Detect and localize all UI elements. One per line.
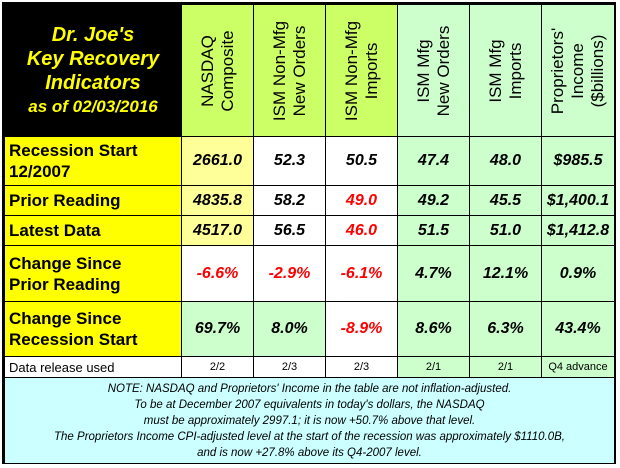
- row-label-prior-reading: Prior Reading: [4, 185, 182, 216]
- column-header-line: Imports: [361, 42, 381, 99]
- footnote: NOTE: NASDAQ and Proprietors' Income in …: [4, 377, 615, 464]
- table-row: Recession Start 12/2007 2661.0 52.3 50.5…: [4, 136, 615, 186]
- table-cell: 49.0: [325, 185, 398, 216]
- table-row: Prior Reading 4835.8 58.2 49.0 49.2 45.5…: [4, 185, 615, 216]
- title-line-2: Key Recovery: [26, 47, 160, 70]
- column-header-ism-nonmfg-imports: ISM Non-Mfg Imports: [325, 4, 398, 137]
- header-row: Dr. Joe's Key Recovery Indicators as of …: [4, 4, 615, 137]
- table-cell: 56.5: [253, 215, 326, 246]
- note-row: NOTE: NASDAQ and Proprietors' Income in …: [4, 377, 615, 464]
- row-label-change-since-recession: Change Since Recession Start: [4, 301, 182, 357]
- table-cell: 4.7%: [397, 245, 470, 302]
- footnote-line: and is now +27.8% above its Q4-2007 leve…: [197, 446, 422, 459]
- title-line-3: Indicators: [45, 71, 141, 94]
- title-line-1: Dr. Joe's: [51, 23, 135, 46]
- column-header-ism-nonmfg-new-orders: ISM Non-Mfg New Orders: [253, 4, 326, 137]
- table-cell: -2.9%: [253, 245, 326, 302]
- column-header-line: ISM Mfg: [485, 38, 505, 103]
- table-cell: 51.0: [469, 215, 542, 246]
- table-cell: -8.9%: [325, 301, 398, 357]
- table-cell: 4835.8: [181, 185, 254, 216]
- table-title: Dr. Joe's Key Recovery Indicators as of …: [4, 4, 182, 137]
- table-cell: 51.5: [397, 215, 470, 246]
- column-header-line: Income: [568, 42, 587, 99]
- table-cell: $1,412.8: [541, 215, 615, 246]
- recovery-indicators-table-frame: Dr. Joe's Key Recovery Indicators as of …: [2, 2, 616, 464]
- release-cell: 2/1: [469, 356, 542, 378]
- column-header-line: Proprietors': [548, 27, 567, 114]
- table-cell: $985.5: [541, 136, 615, 186]
- column-header-line: NASDAQ: [197, 34, 217, 107]
- table-cell: 69.7%: [181, 301, 254, 357]
- footnote-line: NOTE: NASDAQ and Proprietors' Income in …: [107, 382, 512, 395]
- column-header-line: ($billions): [588, 34, 607, 107]
- table-cell: 43.4%: [541, 301, 615, 357]
- table-cell: 58.2: [253, 185, 326, 216]
- row-label-line: Recession Start: [9, 141, 138, 160]
- release-cell: Q4 advance: [541, 356, 615, 378]
- release-cell: 2/1: [397, 356, 470, 378]
- row-label-line: Prior Reading: [9, 274, 121, 294]
- recovery-indicators-table: Dr. Joe's Key Recovery Indicators as of …: [4, 4, 615, 464]
- table-cell: 4517.0: [181, 215, 254, 246]
- row-label-line: Change Since: [9, 253, 122, 273]
- table-cell: 49.2: [397, 185, 470, 216]
- table-cell: 2661.0: [181, 136, 254, 186]
- table-cell: 6.3%: [469, 301, 542, 357]
- table-cell: 8.6%: [397, 301, 470, 357]
- table-cell: 12.1%: [469, 245, 542, 302]
- table-cell: 52.3: [253, 136, 326, 186]
- release-label: Data release used: [4, 356, 182, 378]
- table-row: Change Since Recession Start 69.7% 8.0% …: [4, 301, 615, 357]
- row-label-line: Prior Reading: [9, 191, 121, 210]
- column-header-ism-mfg-new-orders: ISM Mfg New Orders: [397, 4, 470, 137]
- column-header-ism-mfg-imports: ISM Mfg Imports: [469, 4, 542, 137]
- table-cell: 0.9%: [541, 245, 615, 302]
- table-cell: 48.0: [469, 136, 542, 186]
- row-label-line: Latest Data: [9, 221, 101, 240]
- release-cell: 2/2: [181, 356, 254, 378]
- row-label-line: Change Since: [9, 309, 122, 328]
- footnote-line: The Proprietors Income CPI-adjusted leve…: [54, 430, 565, 443]
- table-cell: 8.0%: [253, 301, 326, 357]
- column-header-proprietors-income: Proprietors' Income ($billions): [541, 4, 615, 137]
- row-label-latest-data: Latest Data: [4, 215, 182, 246]
- release-cell: 2/3: [253, 356, 326, 378]
- release-cell: 2/3: [325, 356, 398, 378]
- footnote-line: must be approximately 2997.1; it is now …: [143, 414, 476, 427]
- table-row: Change Since Prior Reading -6.6% -2.9% -…: [4, 245, 615, 302]
- row-label-recession-start: Recession Start 12/2007: [4, 136, 182, 186]
- table-cell: $1,400.1: [541, 185, 615, 216]
- column-header-line: ISM Mfg: [413, 38, 433, 103]
- column-header-line: New Orders: [289, 25, 309, 116]
- table-cell: 50.5: [325, 136, 398, 186]
- table-cell: 45.5: [469, 185, 542, 216]
- table-row: Latest Data 4517.0 56.5 46.0 51.5 51.0 $…: [4, 215, 615, 246]
- column-header-line: ISM Non-Mfg: [269, 20, 289, 121]
- title-line-4: as of 02/03/2016: [28, 96, 158, 116]
- release-row: Data release used 2/2 2/3 2/3 2/1 2/1 Q4…: [4, 356, 615, 378]
- column-header-line: ISM Non-Mfg: [341, 20, 361, 121]
- table-cell: -6.1%: [325, 245, 398, 302]
- table-cell: 46.0: [325, 215, 398, 246]
- row-label-change-since-prior: Change Since Prior Reading: [4, 245, 182, 302]
- table-cell: 47.4: [397, 136, 470, 186]
- footnote-line: To be at December 2007 equivalents in to…: [134, 398, 485, 411]
- column-header-line: Imports: [505, 42, 525, 99]
- column-header-line: Composite: [217, 29, 237, 112]
- row-label-line: Recession Start: [9, 330, 138, 349]
- table-cell: -6.6%: [181, 245, 254, 302]
- row-label-line: 12/2007: [9, 162, 71, 181]
- column-header-nasdaq: NASDAQ Composite: [181, 4, 254, 137]
- column-header-line: New Orders: [433, 25, 453, 116]
